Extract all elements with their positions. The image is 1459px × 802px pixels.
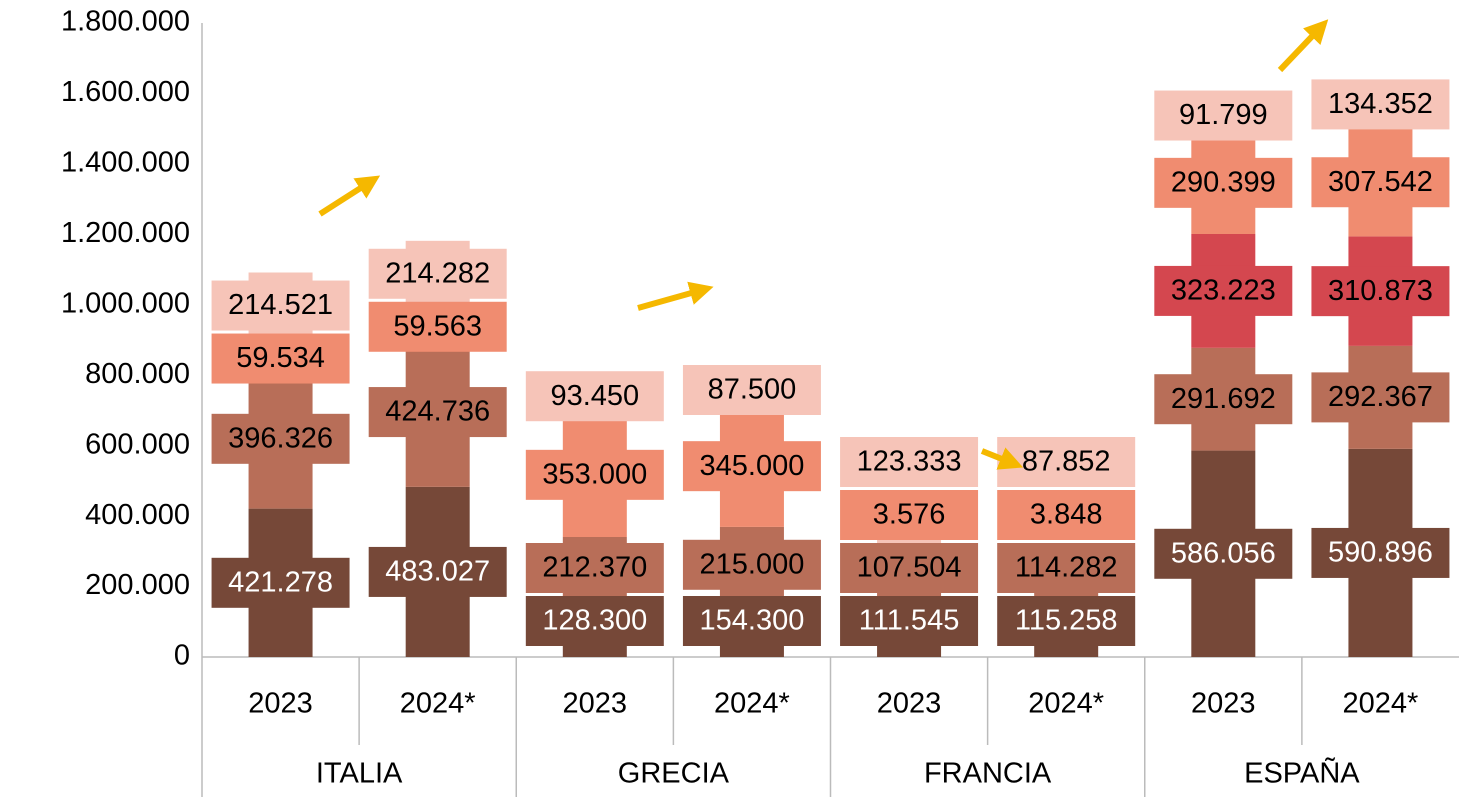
x-tick-label: 2024* xyxy=(400,688,476,720)
label-box xyxy=(840,543,979,593)
data-label: 483.027 xyxy=(385,556,490,588)
label-box xyxy=(211,557,350,608)
label-box xyxy=(368,301,507,352)
x-tick-label: 2024* xyxy=(1343,688,1419,720)
y-tick-label: 1.000.000 xyxy=(61,287,190,319)
data-label: 93.450 xyxy=(550,380,639,412)
y-tick-label: 1.600.000 xyxy=(61,76,190,108)
label-box xyxy=(840,490,979,540)
label-box xyxy=(1154,528,1293,579)
label-box xyxy=(211,333,350,384)
group-label: GRECIA xyxy=(618,758,730,790)
group-label: FRANCIA xyxy=(924,758,1052,790)
label-box xyxy=(682,539,821,590)
arrow xyxy=(1277,19,1329,73)
label-box xyxy=(525,449,664,500)
x-tick-label: 2023 xyxy=(877,688,942,720)
data-label: 214.282 xyxy=(385,257,490,289)
y-tick-label: 1.200.000 xyxy=(61,217,190,249)
label-box xyxy=(840,596,979,646)
y-tick-label: 600.000 xyxy=(85,428,190,460)
label-box xyxy=(682,364,821,415)
data-label: 345.000 xyxy=(700,450,805,482)
y-tick-label: 1.400.000 xyxy=(61,147,190,179)
label-box xyxy=(368,546,507,597)
label-box xyxy=(368,248,507,299)
arrow xyxy=(980,447,1024,470)
label-box xyxy=(211,280,350,331)
label-box xyxy=(211,413,350,464)
data-label: 87.500 xyxy=(708,374,797,406)
data-label: 396.326 xyxy=(228,422,333,454)
label-box xyxy=(682,441,821,492)
data-label: 421.278 xyxy=(228,566,333,598)
data-label: 111.545 xyxy=(859,605,960,637)
label-box xyxy=(1311,157,1450,208)
arrow xyxy=(318,175,381,217)
x-tick-label: 2024* xyxy=(714,688,790,720)
arrow xyxy=(637,281,714,311)
label-box xyxy=(1154,90,1293,141)
label-box xyxy=(997,543,1136,593)
data-label: 154.300 xyxy=(700,605,805,637)
data-label: 424.736 xyxy=(385,396,490,428)
label-box xyxy=(525,371,664,422)
label-box xyxy=(840,437,979,487)
data-label: 107.504 xyxy=(857,552,962,584)
data-label: 3.576 xyxy=(873,499,946,531)
label-box xyxy=(1311,372,1450,423)
data-label: 115.258 xyxy=(1015,605,1118,637)
label-box xyxy=(368,387,507,438)
data-label: 586.056 xyxy=(1171,537,1276,569)
group-label: ESPAÑA xyxy=(1244,756,1360,790)
data-label: 212.370 xyxy=(542,552,647,584)
label-box xyxy=(682,596,821,646)
group-label: ITALIA xyxy=(316,758,403,790)
data-label: 323.223 xyxy=(1171,275,1276,307)
data-label: 590.896 xyxy=(1328,537,1433,569)
label-box xyxy=(997,596,1136,646)
data-label: 59.563 xyxy=(393,310,482,342)
data-label: 307.542 xyxy=(1328,166,1433,198)
y-tick-label: 200.000 xyxy=(85,569,190,601)
label-box xyxy=(1154,265,1293,316)
x-tick-label: 2023 xyxy=(563,688,628,720)
y-tick-label: 800.000 xyxy=(85,358,190,390)
arrows xyxy=(318,19,1329,470)
y-tick-label: 1.800.000 xyxy=(61,6,190,38)
data-label: 353.000 xyxy=(542,458,647,490)
y-tick-label: 0 xyxy=(174,640,190,672)
label-box xyxy=(997,490,1136,540)
data-label: 87.852 xyxy=(1022,446,1111,478)
data-label: 291.692 xyxy=(1171,383,1276,415)
data-label: 134.352 xyxy=(1328,88,1433,120)
y-tick-label: 400.000 xyxy=(85,499,190,531)
label-box xyxy=(1154,157,1293,208)
label-box xyxy=(1311,266,1450,317)
data-label: 114.282 xyxy=(1015,552,1118,584)
label-box xyxy=(1154,374,1293,425)
x-tick-label: 2023 xyxy=(248,688,313,720)
data-label: 59.534 xyxy=(236,342,325,374)
data-label: 215.000 xyxy=(700,548,805,580)
label-box xyxy=(1311,527,1450,578)
label-box xyxy=(525,543,664,593)
data-label: 123.333 xyxy=(857,446,962,478)
label-box xyxy=(525,596,664,646)
label-box xyxy=(1311,79,1450,130)
x-tick-label: 2023 xyxy=(1191,688,1256,720)
data-label: 3.848 xyxy=(1030,499,1103,531)
data-label: 91.799 xyxy=(1179,99,1268,131)
x-tick-label: 2024* xyxy=(1028,688,1104,720)
data-label: 290.399 xyxy=(1171,167,1276,199)
data-label: 214.521 xyxy=(228,289,333,321)
data-label: 310.873 xyxy=(1328,275,1433,307)
data-label: 292.367 xyxy=(1328,381,1433,413)
data-label: 128.300 xyxy=(542,605,647,637)
